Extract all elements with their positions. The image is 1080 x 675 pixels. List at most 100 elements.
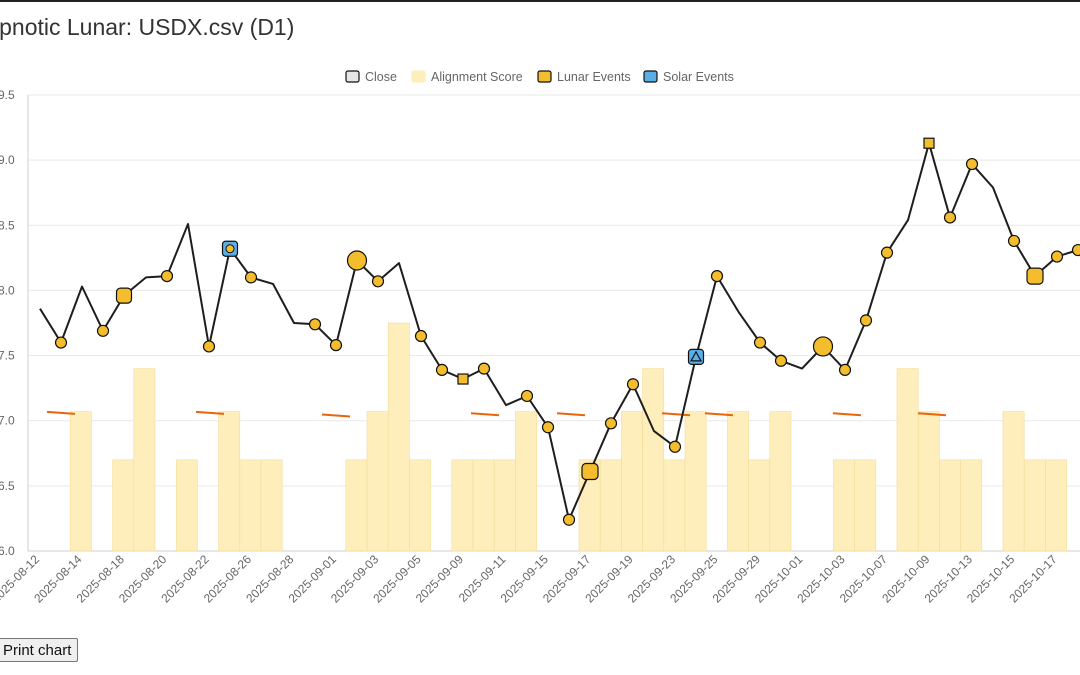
legend-label: Lunar Events [557,70,631,84]
lunar-event-marker [812,336,834,357]
alignment-bar [133,368,156,552]
alignment-bar [960,459,983,552]
alignment-bar [1002,411,1025,552]
alignment-bar [175,459,198,552]
alignment-bar [515,411,537,552]
chart-legend: Close Alignment Score Lunar Events Solar Ev… [345,70,734,84]
alignment-bar [917,411,940,552]
y-tick-label: 7.0 [0,414,15,428]
alignment-bar [727,411,749,552]
lunar-event-marker [1071,243,1080,257]
lunar-event-marker [562,513,576,526]
alignment-bar [1045,459,1067,552]
legend-swatch [411,70,426,83]
y-tick-label: 8.5 [0,218,15,232]
alignment-dash [661,412,691,417]
lunar-event-marker [923,137,935,149]
alignment-bar [663,459,686,552]
solar-inner-dot [225,244,235,254]
lunar-event-marker [329,339,343,352]
lunar-event-marker [371,275,385,288]
legend-label: Alignment Score [431,70,523,84]
lunar-event-marker [753,336,767,349]
legend-label: Close [365,70,397,84]
lunar-event-marker [943,211,957,224]
lunar-event-marker [710,269,724,283]
legend-swatch [643,70,658,83]
alignment-bar [260,459,283,552]
alignment-bar [769,411,792,552]
alignment-dash [556,412,586,417]
top-rule [0,0,1080,2]
alignment-bar [218,411,241,552]
alignment-bar [409,459,431,552]
alignment-dash [46,410,76,415]
alignment-bar [748,459,771,552]
alignment-bar [451,459,474,552]
alignment-bar [684,411,707,552]
lunar-event-marker [774,354,788,367]
y-tick-label: 6.0 [0,544,15,558]
lunar-event-marker [202,340,216,353]
lunar-event-marker [54,336,68,349]
y-tick-label: 8.0 [0,283,15,297]
alignment-bar [112,459,135,552]
alignment-dashes [46,410,947,418]
y-tick-label: 9.5 [0,88,15,102]
event-markers [54,137,1080,526]
lunar-event-marker [965,157,979,171]
lunar-event-marker [1007,234,1021,248]
y-tick-label: 9.0 [0,153,15,167]
x-axis-labels: 2025-08-122025-08-142025-08-182025-08-20… [0,552,1060,606]
alignment-bar [896,368,919,552]
alignment-dash [195,410,225,415]
alignment-bar [854,459,877,552]
page-title: ipnotic Lunar: USDX.csv (D1) [0,14,295,40]
lunar-event-marker [457,373,469,385]
lunar-event-marker [541,421,555,434]
alignment-bar [472,459,495,552]
lunar-event-marker [581,462,599,481]
y-axis-labels: 9.5 9.0 8.5 8.0 7.5 7.0 6.5 6.0 [0,88,15,558]
print-chart-button[interactable]: Print chart [0,638,79,662]
alignment-bar [493,459,516,552]
alignment-bar [642,368,665,552]
alignment-bar [366,411,389,552]
alignment-dash [832,412,862,417]
close-line [39,142,1079,521]
legend-swatch [345,70,360,83]
lunar-event-marker [1026,267,1044,285]
y-tick-label: 7.5 [0,349,15,363]
lunar-event-marker [115,287,133,304]
lunar-event-marker [435,363,449,377]
lunar-event-marker [244,271,258,284]
lunar-event-marker [96,324,110,337]
alignment-bar [239,459,262,552]
lunar-event-marker [308,318,322,331]
y-tick-label: 6.5 [0,479,15,493]
alignment-bar [599,459,622,552]
lunar-event-marker [859,314,873,327]
lunar-event-marker [604,417,618,430]
alignment-bar [69,411,92,552]
alignment-bar [939,459,961,552]
alignment-dash [917,412,947,417]
alignment-dash [321,413,351,418]
alignment-bar [387,322,410,552]
alignment-score-bars [69,322,1067,552]
lunar-event-marker [668,440,682,453]
lunar-event-marker [880,246,894,259]
lunar-event-marker [838,363,852,377]
lunar-event-marker [160,269,174,283]
solar-inner-triangle [689,350,703,362]
alignment-dash [704,412,734,417]
chart: 9.5 9.0 8.5 8.0 7.5 7.0 6.5 6.0 2025-08-122025-… [0,70,1080,606]
lunar-event-marker [520,389,534,403]
alignment-bar [345,459,368,552]
lunar-event-marker [626,378,640,391]
lunar-event-marker [1050,250,1064,263]
lunar-event-marker [346,250,368,271]
lunar-event-marker [414,329,428,343]
lunar-event-marker [477,362,491,375]
alignment-bar [1023,459,1046,552]
